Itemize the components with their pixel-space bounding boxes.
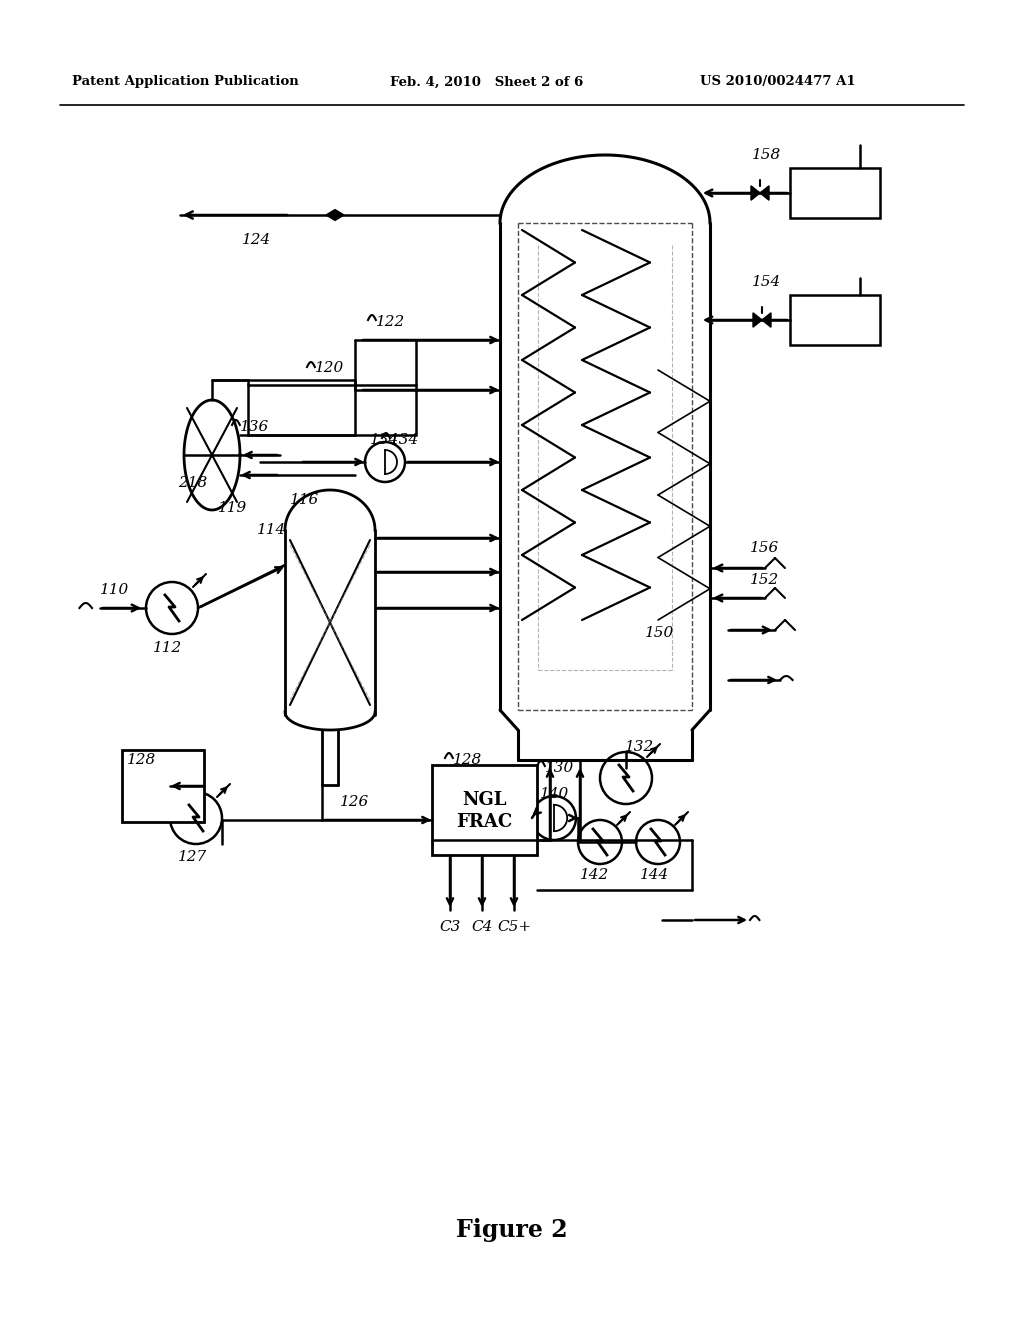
Text: 136: 136 — [240, 420, 269, 434]
Text: 120: 120 — [315, 360, 344, 375]
Text: 130: 130 — [545, 762, 574, 775]
Bar — [122, 750, 204, 822]
Bar — [790, 294, 880, 345]
Text: 116: 116 — [290, 492, 319, 507]
Text: C3: C3 — [439, 920, 461, 935]
Polygon shape — [753, 313, 762, 327]
Text: 127: 127 — [178, 850, 207, 865]
Text: NGL: NGL — [462, 791, 507, 809]
Text: Feb. 4, 2010   Sheet 2 of 6: Feb. 4, 2010 Sheet 2 of 6 — [390, 75, 584, 88]
Text: US 2010/0024477 A1: US 2010/0024477 A1 — [700, 75, 856, 88]
Text: 134: 134 — [370, 433, 399, 447]
Text: 134: 134 — [390, 433, 419, 447]
Bar — [432, 766, 537, 855]
Text: 126: 126 — [340, 795, 370, 809]
Text: 140: 140 — [540, 787, 569, 801]
Text: 152: 152 — [750, 573, 779, 587]
Text: 124: 124 — [242, 234, 271, 247]
Text: 158: 158 — [752, 148, 781, 162]
Bar — [790, 168, 880, 218]
Text: Figure 2: Figure 2 — [456, 1218, 568, 1242]
Text: FRAC: FRAC — [457, 813, 513, 832]
Polygon shape — [762, 313, 771, 327]
Text: 218: 218 — [178, 477, 207, 490]
Text: 110: 110 — [100, 583, 129, 597]
Text: 154: 154 — [752, 275, 781, 289]
Polygon shape — [751, 186, 760, 201]
Text: 119: 119 — [218, 502, 247, 515]
Text: 128: 128 — [127, 752, 157, 767]
Text: C4: C4 — [471, 920, 493, 935]
Text: 132: 132 — [625, 741, 654, 754]
Text: 114: 114 — [257, 523, 287, 537]
Text: 142: 142 — [580, 869, 609, 882]
Text: 112: 112 — [153, 642, 182, 655]
Text: 144: 144 — [640, 869, 670, 882]
Text: 128: 128 — [453, 752, 482, 767]
Text: C5+: C5+ — [497, 920, 531, 935]
Polygon shape — [760, 186, 769, 201]
Text: 150: 150 — [645, 626, 674, 640]
Bar — [248, 385, 416, 436]
Text: 156: 156 — [750, 541, 779, 554]
Text: Patent Application Publication: Patent Application Publication — [72, 75, 299, 88]
Text: 122: 122 — [376, 315, 406, 329]
Polygon shape — [326, 210, 344, 220]
